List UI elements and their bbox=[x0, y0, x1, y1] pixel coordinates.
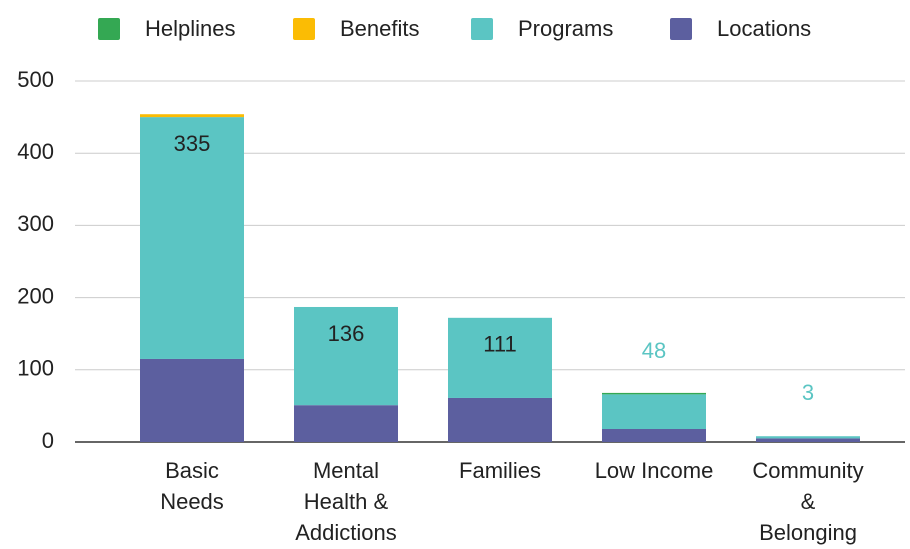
legend-label: Helplines bbox=[145, 16, 236, 41]
data-label: 136 bbox=[328, 321, 365, 346]
bar-segment bbox=[602, 392, 706, 395]
bar-segment bbox=[294, 306, 398, 406]
bar-segment bbox=[602, 394, 706, 430]
y-tick-label: 100 bbox=[17, 356, 54, 381]
data-label: 3 bbox=[802, 380, 814, 405]
y-tick-label: 200 bbox=[17, 283, 54, 308]
x-tick-label: Families bbox=[459, 458, 541, 483]
x-tick-label: Basic Needs bbox=[160, 458, 224, 514]
x-tick-label: Mental Health & Addictions bbox=[295, 458, 397, 545]
bar-segment bbox=[756, 438, 860, 442]
data-label: 335 bbox=[174, 131, 211, 156]
x-tick-label: Low Income bbox=[595, 458, 714, 483]
legend-label: Benefits bbox=[340, 16, 420, 41]
legend-swatch bbox=[293, 18, 315, 40]
bar-segment bbox=[294, 405, 398, 442]
data-label: 111 bbox=[483, 332, 516, 357]
y-tick-label: 400 bbox=[17, 139, 54, 164]
legend-label: Programs bbox=[518, 16, 613, 41]
data-label: 48 bbox=[642, 338, 666, 363]
bar-segment bbox=[140, 117, 244, 359]
legend-swatch bbox=[471, 18, 493, 40]
legend-label: Locations bbox=[717, 16, 811, 41]
legend-swatch bbox=[670, 18, 692, 40]
y-tick-label: 500 bbox=[17, 67, 54, 92]
y-tick-label: 0 bbox=[42, 428, 54, 453]
bar-segment bbox=[756, 436, 860, 439]
bar-segment bbox=[448, 317, 552, 398]
bar-segment bbox=[140, 358, 244, 442]
bar-segment bbox=[602, 429, 706, 442]
y-tick-label: 300 bbox=[17, 211, 54, 236]
bar-segment bbox=[140, 114, 244, 118]
bar-segment bbox=[448, 397, 552, 442]
legend-swatch bbox=[98, 18, 120, 40]
x-tick-label: Community & Belonging bbox=[752, 458, 863, 545]
